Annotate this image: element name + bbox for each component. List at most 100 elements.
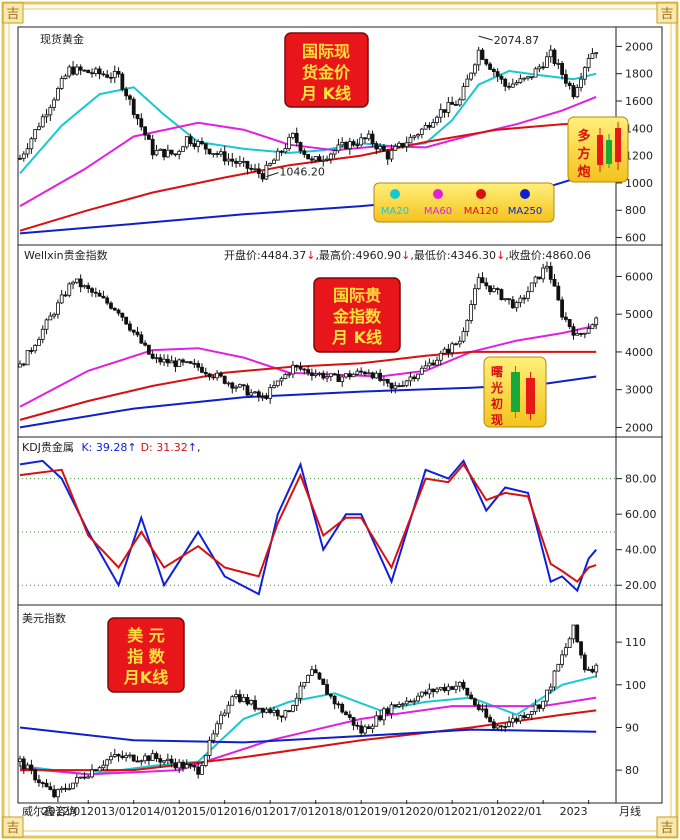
candle-gold bbox=[264, 161, 269, 181]
candle-index bbox=[177, 358, 182, 368]
candle-index bbox=[556, 282, 561, 302]
candle-index bbox=[245, 383, 250, 396]
candle-index bbox=[480, 272, 485, 284]
candle-index bbox=[291, 361, 295, 379]
candle-index bbox=[109, 301, 113, 310]
candle-usd bbox=[128, 752, 132, 759]
corner-ornament-tl: 吉 bbox=[2, 2, 24, 24]
candle-gold bbox=[397, 141, 401, 148]
candle-index bbox=[93, 287, 98, 298]
candle-index bbox=[488, 285, 492, 295]
candle-gold bbox=[344, 141, 348, 150]
y-tick-label-gold: 1000 bbox=[625, 177, 653, 190]
candle-usd bbox=[537, 704, 542, 712]
candle-index bbox=[74, 278, 79, 285]
candle-index bbox=[162, 354, 166, 366]
candle-usd bbox=[298, 681, 303, 704]
candle-usd bbox=[363, 724, 367, 735]
candle-gold bbox=[158, 148, 163, 151]
candle-gold bbox=[438, 103, 443, 123]
candle-index bbox=[397, 382, 401, 388]
candle-gold bbox=[86, 69, 91, 74]
candle-index bbox=[366, 369, 371, 375]
ma-line-ma250-usd bbox=[19, 726, 597, 744]
candle-usd bbox=[192, 764, 197, 772]
candle-usd bbox=[579, 640, 583, 659]
candle-usd bbox=[230, 694, 235, 706]
candle-usd bbox=[52, 785, 57, 799]
candle-usd bbox=[184, 759, 189, 769]
candle-gold bbox=[25, 143, 30, 158]
candle-usd bbox=[427, 683, 432, 699]
candle-index bbox=[146, 344, 151, 355]
candle-usd bbox=[124, 752, 129, 762]
candle-usd bbox=[556, 663, 561, 672]
candle-index bbox=[529, 282, 534, 293]
candle-usd bbox=[575, 624, 580, 644]
candle-usd bbox=[393, 704, 398, 707]
y-tick-label-kdj: 60.00 bbox=[625, 508, 657, 521]
candle-usd bbox=[594, 663, 599, 678]
svg-text:国际贵: 国际贵 bbox=[333, 286, 381, 305]
candle-gold bbox=[480, 47, 485, 61]
candle-usd bbox=[522, 711, 527, 720]
panel-gold: 600 800 1000 1200 1400 1600 1800 2000 2074.87 104… bbox=[18, 34, 653, 245]
candle-usd bbox=[586, 666, 591, 672]
svg-text:吉: 吉 bbox=[660, 821, 673, 836]
candle-gold bbox=[416, 132, 420, 140]
candle-usd bbox=[446, 683, 451, 696]
candle-index bbox=[105, 295, 110, 306]
candle-index bbox=[347, 370, 352, 380]
candle-index bbox=[457, 336, 462, 348]
candle-index bbox=[438, 350, 443, 366]
candle-usd bbox=[306, 674, 311, 683]
candle-gold bbox=[541, 61, 546, 71]
candle-index bbox=[431, 359, 436, 366]
x-axis: 2012/01 2013/01 2014/01 2015/01 2016/01 2017/… bbox=[42, 800, 590, 818]
candle-index bbox=[154, 353, 159, 364]
kdj-line-k bbox=[19, 459, 597, 596]
candle-usd bbox=[450, 685, 455, 691]
candle-usd bbox=[200, 761, 204, 775]
candle-gold bbox=[579, 72, 583, 92]
candle-usd bbox=[222, 709, 227, 717]
candle-gold bbox=[537, 64, 542, 73]
candle-gold bbox=[245, 160, 250, 175]
candle-gold bbox=[548, 45, 553, 63]
x-tick-label: 2017/01 bbox=[269, 805, 315, 818]
candle-index bbox=[219, 371, 223, 378]
panel-gold-title: 现货黄金 bbox=[40, 32, 84, 46]
y-tick-label-usd: 110 bbox=[625, 636, 646, 649]
candle-gold bbox=[378, 143, 383, 153]
candle-gold bbox=[59, 75, 64, 90]
ma-line-ma120-index bbox=[19, 350, 597, 421]
candle-index bbox=[563, 312, 568, 323]
svg-text:炮: 炮 bbox=[577, 164, 590, 180]
candle-index bbox=[253, 390, 257, 394]
candle-gold bbox=[67, 64, 72, 79]
candle-index bbox=[495, 287, 500, 295]
candle-usd bbox=[309, 665, 314, 676]
candle-gold bbox=[321, 155, 326, 167]
candle-gold bbox=[200, 137, 204, 146]
candle-usd bbox=[241, 694, 246, 703]
x-tick-label: 2015/01 bbox=[178, 805, 224, 818]
candle-usd bbox=[382, 706, 386, 726]
candle-gold bbox=[514, 79, 519, 86]
candle-index bbox=[211, 375, 216, 381]
candle-index bbox=[272, 380, 276, 389]
ma-line-ma60-usd bbox=[19, 696, 597, 776]
candle-gold bbox=[359, 133, 364, 147]
svg-text:吉: 吉 bbox=[660, 7, 673, 22]
candle-gold bbox=[556, 59, 561, 70]
candle-gold bbox=[317, 154, 322, 162]
candle-gold bbox=[241, 157, 246, 167]
candle-gold bbox=[162, 148, 166, 161]
corner-ornament-tr: 吉 bbox=[656, 2, 678, 24]
candle-usd bbox=[507, 716, 511, 728]
candle-index bbox=[63, 291, 68, 297]
candle-gold bbox=[431, 118, 436, 128]
candle-gold bbox=[469, 72, 474, 82]
candle-usd bbox=[488, 714, 492, 723]
candle-usd bbox=[219, 710, 223, 730]
